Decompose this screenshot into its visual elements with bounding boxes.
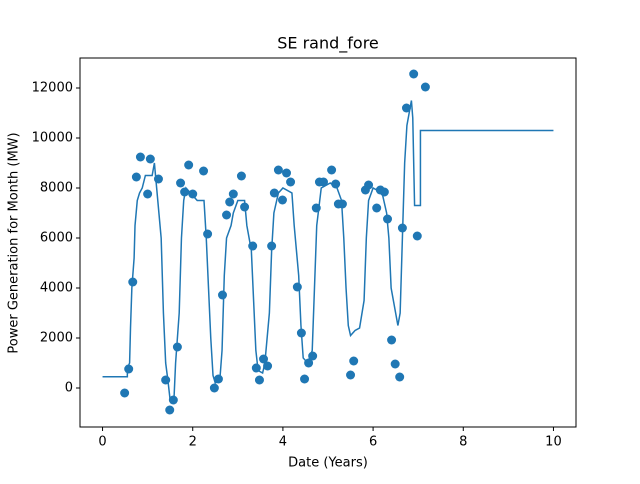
- x-tick-label: 6: [369, 435, 377, 450]
- point: [397, 223, 407, 233]
- point: [199, 166, 209, 176]
- plot-frame: [79, 57, 577, 428]
- x-tick-label: 4: [279, 435, 287, 450]
- point: [300, 374, 310, 384]
- point: [420, 82, 430, 92]
- point: [248, 241, 258, 251]
- point: [124, 364, 134, 374]
- point: [308, 351, 318, 361]
- point: [222, 210, 232, 220]
- point: [259, 354, 269, 364]
- point: [168, 395, 178, 405]
- y-tick-label: 10000: [32, 131, 73, 146]
- point: [296, 328, 306, 338]
- point: [184, 160, 194, 170]
- point: [349, 356, 359, 366]
- point: [120, 388, 130, 398]
- point: [409, 69, 419, 79]
- point: [401, 103, 411, 113]
- y-tick-label: 0: [65, 381, 73, 396]
- point: [135, 152, 145, 162]
- point: [251, 363, 261, 373]
- point: [364, 180, 374, 190]
- x-tick-label: 10: [545, 435, 562, 450]
- point: [213, 374, 223, 384]
- point: [327, 165, 337, 175]
- point: [412, 231, 422, 241]
- point: [311, 203, 321, 213]
- point: [395, 372, 405, 382]
- point: [145, 154, 155, 164]
- point: [383, 214, 393, 224]
- point: [390, 359, 400, 369]
- y-tick-label: 12000: [32, 81, 73, 96]
- line: [102, 100, 554, 405]
- point: [269, 188, 279, 198]
- point: [128, 277, 138, 287]
- point: [337, 199, 347, 209]
- point: [131, 172, 141, 182]
- point: [263, 361, 273, 371]
- point: [172, 342, 182, 352]
- x-tick-label: 2: [189, 435, 197, 450]
- point: [161, 375, 171, 385]
- point: [292, 282, 302, 292]
- point: [180, 187, 190, 197]
- x-tick-label: 8: [459, 435, 467, 450]
- y-axis-label: Power Generation for Month (MW): [7, 132, 22, 353]
- point: [217, 290, 227, 300]
- point: [331, 179, 341, 189]
- point: [143, 189, 153, 199]
- x-axis-label: Date (Years): [288, 456, 368, 471]
- point: [273, 165, 283, 175]
- point: [176, 178, 186, 188]
- y-tick-label: 6000: [40, 231, 73, 246]
- point: [282, 168, 292, 178]
- y-tick-label: 2000: [40, 331, 73, 346]
- point: [277, 195, 287, 205]
- point: [346, 370, 356, 380]
- y-tick-label: 8000: [40, 181, 73, 196]
- point: [236, 171, 246, 181]
- point: [240, 202, 250, 212]
- point: [203, 229, 213, 239]
- point: [372, 203, 382, 213]
- chart-title: SE rand_fore: [277, 34, 379, 54]
- point: [304, 358, 314, 368]
- point: [228, 189, 238, 199]
- point: [286, 177, 296, 187]
- point: [379, 187, 389, 197]
- point: [254, 375, 264, 385]
- point: [267, 241, 277, 251]
- y-tick-label: 4000: [40, 281, 73, 296]
- point: [318, 177, 328, 187]
- point: [165, 405, 175, 415]
- point: [153, 174, 163, 184]
- x-tick-label: 0: [98, 435, 106, 450]
- point: [188, 189, 198, 199]
- point: [209, 383, 219, 393]
- point: [225, 197, 235, 207]
- point: [387, 335, 397, 345]
